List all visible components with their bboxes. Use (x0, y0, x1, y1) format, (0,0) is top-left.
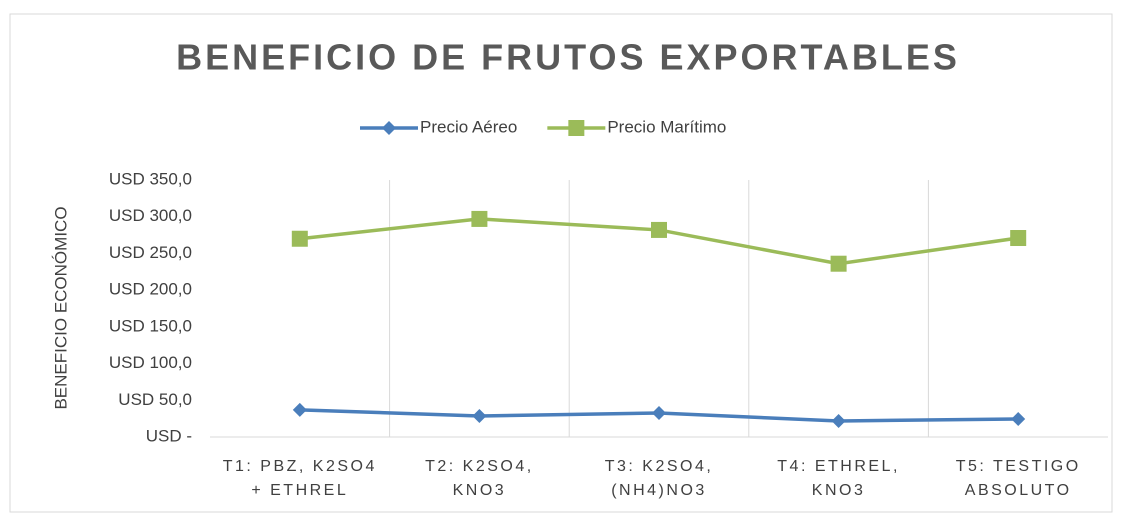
x-tick-label: KNO3 (453, 482, 507, 499)
marker (831, 413, 846, 428)
legend-label: Precio Aéreo (420, 117, 517, 136)
x-tick-label: T4: ETHREL, (777, 458, 900, 475)
x-tick-label: + ETHREL (251, 482, 348, 499)
x-tick-label: ABSOLUTO (965, 482, 1072, 499)
x-tick-label: T3: K2SO4, (605, 458, 714, 475)
marker (1011, 412, 1026, 427)
x-tick-label: (NH4)NO3 (611, 482, 707, 499)
marker (471, 210, 488, 227)
marker (1010, 230, 1027, 247)
x-tick-label: T2: K2SO4, (425, 458, 534, 475)
y-tick-label: USD 50,0 (118, 390, 192, 409)
marker (652, 405, 666, 420)
x-tick-label: KNO3 (812, 482, 866, 499)
y-tick-label: USD 300,0 (109, 206, 192, 225)
y-tick-label: USD 350,0 (109, 169, 192, 188)
x-tick-label: T5: TESTIGO (956, 458, 1081, 475)
marker (382, 121, 396, 135)
y-tick-label: USD 200,0 (109, 280, 192, 299)
y-axis-label: BENEFICIO ECONÓMICO (51, 206, 70, 409)
y-tick-label: USD 150,0 (109, 316, 192, 335)
marker (472, 408, 487, 423)
marker (291, 230, 308, 247)
x-tick-label: T1: PBZ, K2SO4 (223, 458, 377, 475)
legend-label: Precio Marítimo (607, 117, 726, 136)
y-tick-label: USD 100,0 (109, 353, 192, 372)
y-tick-label: USD 250,0 (109, 243, 192, 262)
marker (651, 221, 667, 238)
marker (292, 402, 307, 417)
marker (830, 255, 847, 272)
chart-title: BENEFICIO DE FRUTOS EXPORTABLES (176, 37, 960, 78)
marker (568, 120, 585, 136)
y-tick-label: USD - (146, 426, 192, 445)
